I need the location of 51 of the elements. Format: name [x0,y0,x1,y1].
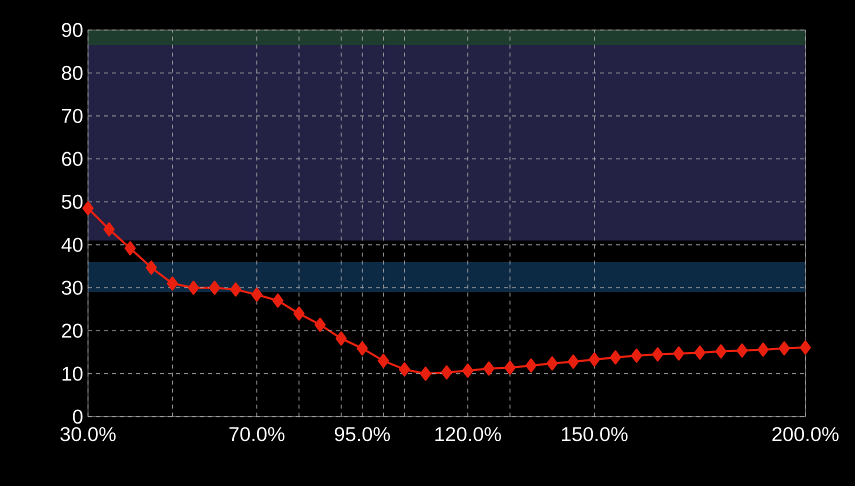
y-tick-label: 30 [62,280,82,295]
point [356,341,368,356]
y-tick-label: 70 [62,108,82,123]
point [441,365,452,380]
y-tick-label: 80 [62,66,82,80]
y-tick-label: 0 [72,410,82,424]
point [104,222,115,236]
x-tick-label: 30.0% [60,427,116,442]
y-tick-label: 50 [62,194,82,209]
point [504,360,516,375]
point [462,364,474,378]
point [209,280,220,295]
point [652,347,664,362]
point [483,361,494,376]
point [568,354,579,369]
x-tick-label: 120.0% [435,427,501,442]
point [758,342,769,357]
y-tick-label: 10 [62,366,82,381]
y-tick-label: 90 [62,22,82,38]
point [398,362,410,376]
point [588,352,600,367]
point [673,346,684,361]
point [336,331,347,346]
point [715,344,727,358]
point [82,201,94,216]
point [378,354,389,368]
y-tick-label: 60 [62,152,82,166]
point [526,358,537,373]
point [230,282,242,297]
point [188,280,200,295]
x-tick-label: 150.0% [562,427,628,442]
point [251,288,262,302]
point [610,350,622,364]
point [166,276,178,291]
point [293,306,305,321]
x-tick-label: 70.0% [229,427,284,442]
point [546,356,558,370]
x-tick-label: 200.0% [772,427,839,442]
point [124,241,136,256]
point [272,294,284,308]
y-tick-label: 20 [62,324,82,338]
point [736,343,748,358]
point [630,348,642,363]
x-tick-label: 95.0% [334,427,390,442]
point [146,260,157,275]
y-tick-label: 40 [62,238,82,252]
point [420,366,432,381]
point [778,341,790,356]
point [314,318,326,332]
point [694,346,706,360]
point [800,340,811,355]
